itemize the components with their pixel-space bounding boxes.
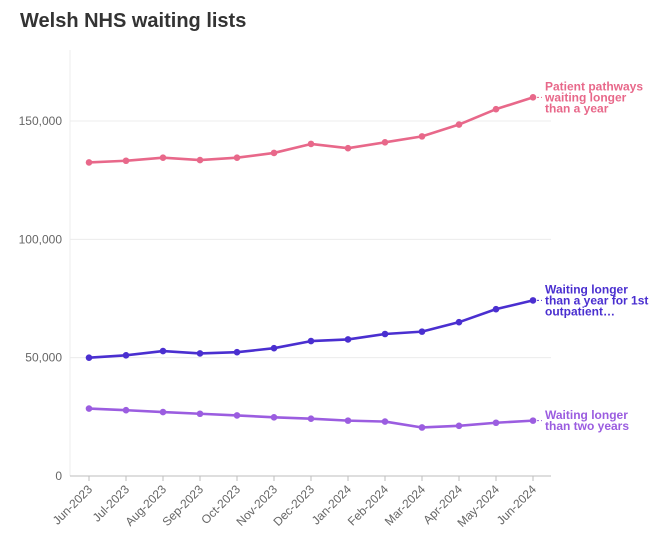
data-point	[270, 414, 278, 421]
data-point	[344, 417, 352, 424]
data-point	[159, 408, 167, 416]
data-point	[492, 305, 500, 313]
data-point	[85, 159, 93, 166]
data-point	[492, 419, 500, 427]
data-point	[455, 121, 463, 128]
data-point	[159, 154, 167, 161]
series-2	[85, 297, 537, 361]
series-label-line: than a year for 1st	[545, 293, 648, 307]
data-point	[307, 337, 315, 345]
series-3	[85, 405, 537, 431]
data-point	[418, 424, 426, 431]
series-label-line: than a year	[545, 101, 609, 115]
data-point	[529, 417, 537, 424]
data-point	[233, 412, 241, 419]
data-point	[85, 354, 93, 361]
data-point	[529, 94, 537, 101]
series-label: Patient pathways waiting longer than a yea…	[544, 79, 643, 115]
data-point	[159, 347, 167, 355]
gridlines	[70, 120, 551, 359]
series-line	[87, 96, 535, 164]
series-line	[87, 299, 535, 359]
data-point	[233, 348, 241, 356]
data-point	[418, 133, 426, 140]
series-lines	[85, 94, 537, 431]
data-point	[492, 105, 500, 113]
data-point	[122, 406, 130, 414]
data-point	[122, 157, 130, 165]
chart-title: Welsh NHS waiting lists	[20, 10, 247, 32]
series-label-line: Patient pathways	[545, 79, 643, 93]
series-label-line: Waiting longer	[545, 282, 628, 296]
data-point	[270, 344, 278, 352]
data-point	[381, 330, 389, 338]
data-point	[344, 336, 352, 343]
data-point	[196, 156, 204, 164]
x-tick-label: Sep-2023	[159, 482, 206, 529]
y-axis-ticks: 0 50,000 100,000 150,000	[19, 114, 63, 483]
data-point	[307, 140, 315, 148]
data-point	[455, 422, 463, 430]
data-point	[344, 144, 352, 152]
data-point	[196, 350, 204, 357]
data-point	[455, 318, 463, 326]
x-tick-label: Jun-2024	[494, 482, 540, 528]
x-tick-label: Dec-2023	[270, 482, 317, 529]
series-label-line: Waiting longer	[545, 408, 628, 422]
data-point	[381, 139, 389, 146]
series-label: Waiting longer than two years	[545, 408, 629, 433]
series-label-line: waiting longer	[544, 90, 627, 104]
data-point	[196, 410, 204, 418]
data-point	[85, 405, 93, 412]
data-point	[529, 297, 537, 304]
data-point	[122, 352, 130, 359]
data-point	[233, 154, 241, 161]
x-tick-label: Jun-2023	[50, 482, 96, 528]
data-point	[270, 149, 278, 157]
series-labels: Patient pathways waiting longer than a yea…	[537, 79, 648, 433]
y-tick-label: 100,000	[19, 232, 63, 246]
series-label-line: outpatient…	[545, 304, 615, 318]
y-tick-label: 0	[55, 469, 62, 483]
y-tick-label: 150,000	[19, 114, 63, 128]
series-1	[85, 94, 537, 166]
x-axis-ticks: Jun-2023Jul-2023Aug-2023Sep-2023Oct-2023…	[50, 476, 540, 530]
data-point	[307, 415, 315, 423]
y-tick-label: 50,000	[25, 351, 62, 365]
data-point	[418, 328, 426, 335]
x-tick-label: Mar-2024	[382, 482, 428, 528]
data-point	[381, 418, 389, 425]
series-label-line: than two years	[545, 419, 629, 433]
series-label: Waiting longer than a year for 1st outpati…	[545, 282, 648, 318]
